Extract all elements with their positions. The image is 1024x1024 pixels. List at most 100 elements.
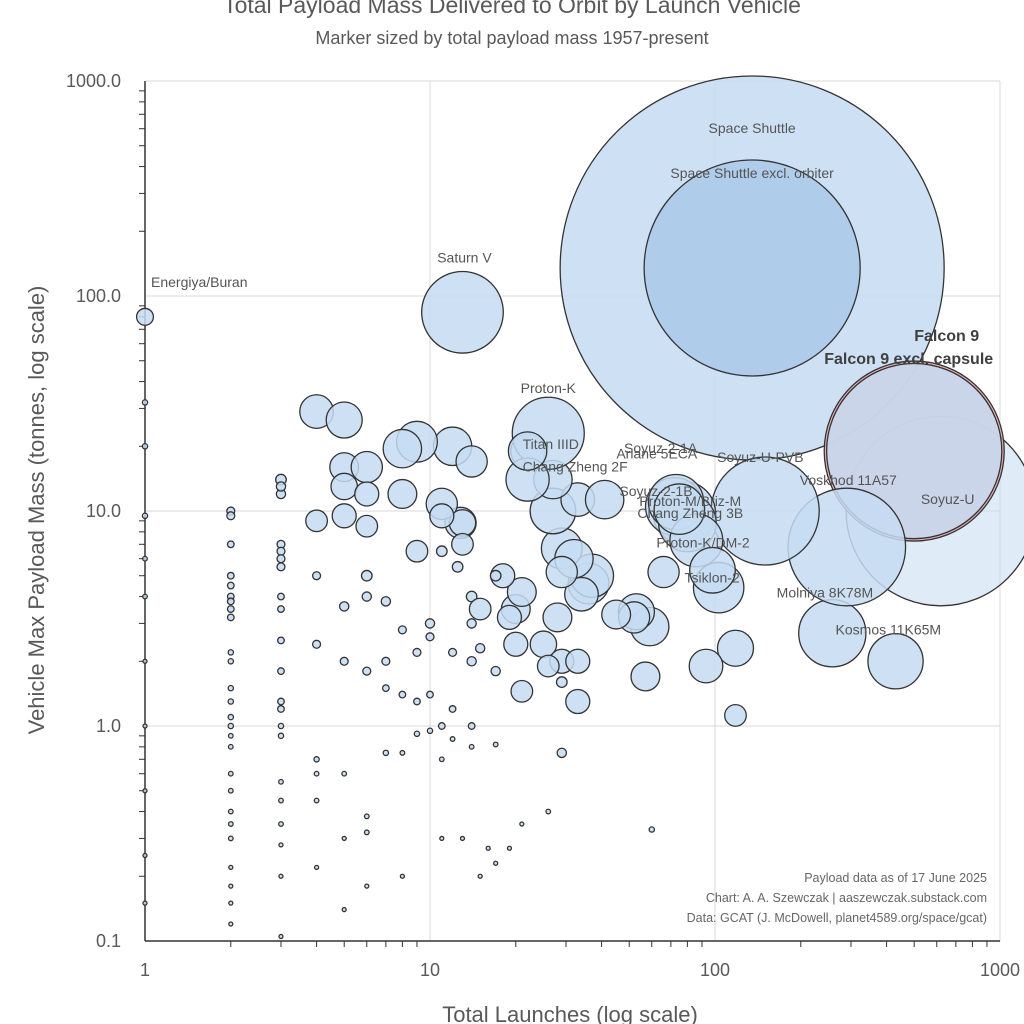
- bubble-label: Proton-K: [521, 380, 577, 396]
- bubble: [438, 756, 445, 763]
- y-tick-label: 0.1: [96, 931, 121, 951]
- bubble: [278, 842, 284, 848]
- bubble: [545, 808, 552, 815]
- bubble: [141, 442, 149, 450]
- bubble: [141, 512, 149, 520]
- bubble: [311, 639, 322, 649]
- bubble: [565, 688, 591, 715]
- bubble-titan-iiid: [507, 431, 548, 471]
- bubble-label: Voskhod 11A57: [800, 472, 897, 488]
- bubble: [467, 722, 476, 730]
- bubble: [226, 605, 235, 613]
- bubble: [278, 933, 284, 940]
- bubble-label: Chang Zheng 2F: [523, 459, 628, 475]
- bubble-saturn-v: [421, 270, 504, 354]
- y-tick-label: 100.0: [76, 286, 121, 306]
- bubble: [425, 632, 435, 642]
- bubble: [277, 732, 285, 740]
- bubble: [142, 900, 148, 906]
- bubble-label: Soyuz-U: [921, 491, 975, 507]
- bubble: [584, 479, 625, 520]
- bubble-label: Proton-K/DM-2: [656, 534, 750, 550]
- bubble-energiya-buran: [135, 307, 155, 326]
- bubble-label: Space Shuttle excl. orbiter: [670, 165, 834, 181]
- bubble: [437, 722, 446, 730]
- bubble: [363, 813, 370, 820]
- bubble: [311, 571, 322, 581]
- bubble: [399, 749, 406, 756]
- bubble: [277, 636, 285, 645]
- bubble: [435, 545, 448, 558]
- bubble: [142, 852, 148, 859]
- bubble: [716, 629, 755, 667]
- bubble: [226, 511, 236, 521]
- chart-title: Total Payload Mass Delivered to Orbit by…: [223, 0, 801, 18]
- bubble: [555, 676, 568, 689]
- bubbles: [135, 75, 1024, 940]
- bubble: [339, 656, 349, 666]
- bubble: [227, 787, 234, 794]
- bubble-label: Tsiklon-2: [684, 569, 739, 585]
- bubble: [542, 602, 573, 633]
- bubble: [382, 749, 390, 757]
- bubble: [485, 845, 491, 851]
- x-tick-label: 1000: [980, 960, 1020, 980]
- bubble: [426, 727, 434, 735]
- bubble-label: Space Shuttle: [709, 120, 796, 136]
- note-source: Data: GCAT (J. McDowell, planet4589.org/…: [687, 911, 987, 925]
- y-tick-label: 10.0: [86, 501, 121, 521]
- bubble: [565, 648, 591, 674]
- bubble-label: Kosmos 11K65M: [836, 621, 942, 637]
- bubble: [387, 478, 418, 510]
- bubble: [381, 656, 391, 666]
- bubble: [226, 581, 235, 590]
- bubble: [688, 648, 724, 684]
- bubble-label: Proton-M/Briz-M: [639, 493, 741, 509]
- bubble: [412, 647, 422, 657]
- bubble: [503, 631, 529, 657]
- bubble: [429, 503, 455, 529]
- bubble: [468, 743, 475, 750]
- y-tick-label: 1000.0: [66, 71, 121, 91]
- bubble: [455, 445, 488, 478]
- bubble-kosmos-11k65m: [867, 633, 924, 690]
- bubble: [380, 596, 392, 607]
- bubble-label: Soyuz-U-PVB: [717, 449, 803, 465]
- bubble: [519, 821, 525, 827]
- bubble: [363, 829, 370, 836]
- bubble-label: Soyuz-2-1B: [619, 483, 692, 499]
- bubble: [477, 873, 483, 879]
- bubble: [361, 591, 373, 602]
- bubble: [492, 741, 499, 748]
- bubble: [313, 770, 320, 777]
- bubble: [313, 756, 320, 763]
- bubble: [226, 540, 235, 549]
- bubble-label: Ariane 5ECA: [616, 445, 698, 461]
- x-tick-label: 100: [700, 960, 730, 980]
- bubble: [490, 665, 501, 677]
- bubble: [355, 514, 379, 538]
- bubble: [364, 883, 370, 889]
- bubble: [459, 835, 466, 842]
- bubble: [648, 826, 656, 833]
- bubble: [228, 900, 234, 906]
- x-tick-label: 1: [140, 960, 150, 980]
- bubble: [228, 921, 234, 927]
- bubble-label: Molniya 8K78M: [777, 585, 874, 601]
- bubble: [277, 605, 285, 613]
- x-axis-title: Total Launches (log scale): [442, 1002, 698, 1024]
- bubble: [227, 821, 234, 827]
- bubble: [399, 873, 406, 879]
- bubble: [489, 569, 502, 582]
- bubble: [556, 747, 568, 759]
- bubble-labels: Space Shuttle Space Shuttle excl. orbiter…: [151, 120, 993, 637]
- bubble: [601, 599, 632, 630]
- bubble: [278, 873, 284, 879]
- bubble: [313, 864, 320, 871]
- bubble: [647, 555, 680, 589]
- bubble: [506, 845, 513, 851]
- note-date: Payload data as of 17 June 2025: [804, 871, 987, 885]
- bubble: [496, 604, 523, 631]
- bubble: [341, 770, 348, 777]
- note-author: Chart: A. A. Szewczak | aaszewczak.subst…: [706, 891, 987, 905]
